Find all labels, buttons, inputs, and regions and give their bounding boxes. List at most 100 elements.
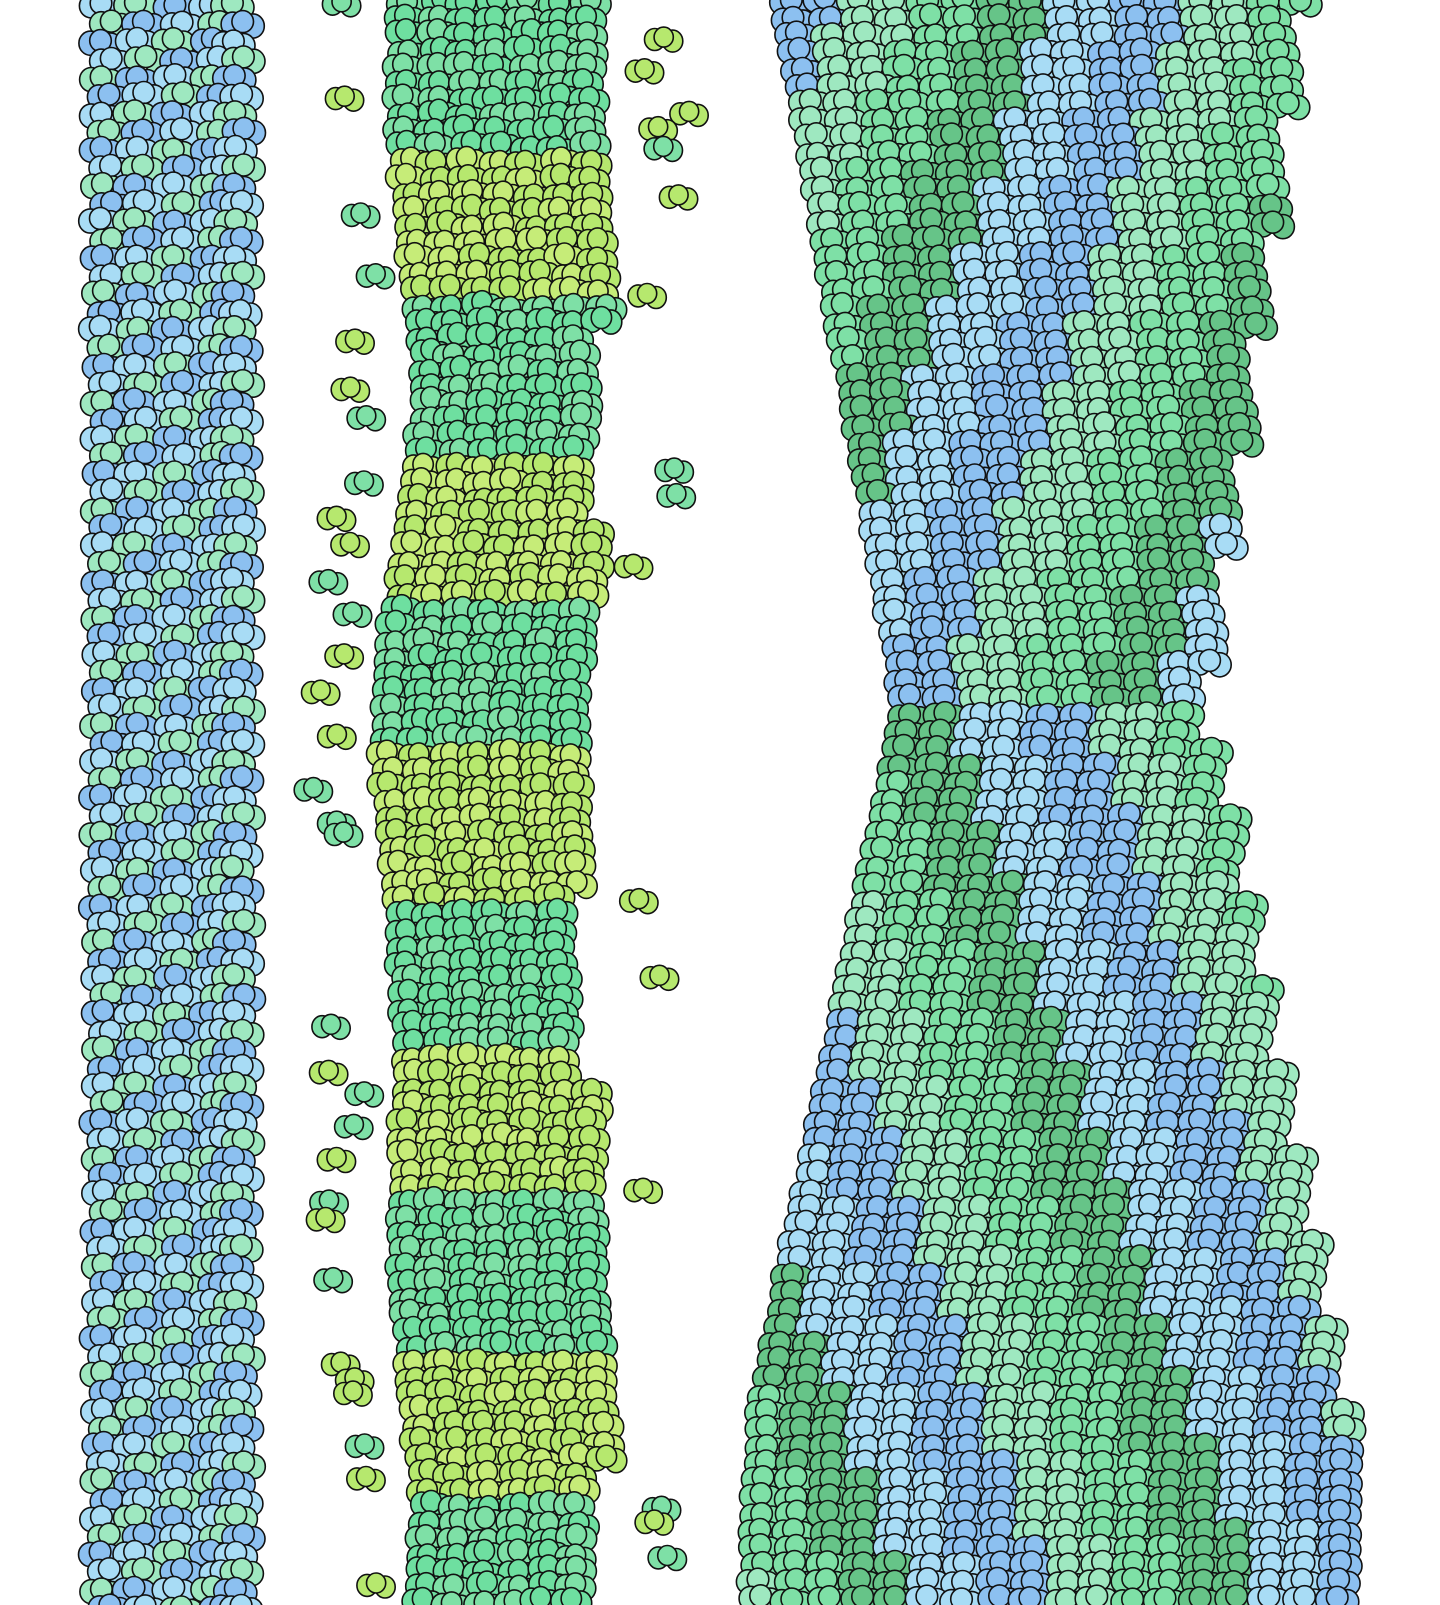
filament-subunit [123,927,147,952]
side-protein [665,482,687,505]
filament-subunit [592,1410,615,1435]
filament-subunit [232,908,256,933]
filament-subunit [132,872,156,897]
side-protein [365,262,387,285]
side-protein [342,1380,364,1402]
bundle-subunit [839,121,864,146]
side-protein [647,115,669,138]
side-protein [353,470,375,492]
filament-subunit [231,728,255,753]
filament-subunit [427,1058,450,1083]
filament-subunit [169,117,194,141]
bundle-subunit [951,190,975,215]
side-protein [310,679,332,702]
bundle-subunit [1176,513,1200,538]
filament-subunit [384,609,407,634]
filament-subunit [162,1575,186,1600]
filament-subunit [580,531,603,555]
bundle-subunit [882,597,906,622]
filament-subunit [450,849,473,874]
twisted-bundle-filament [735,0,1367,1605]
side-protein [653,26,675,48]
side-protein [343,1113,365,1136]
bundle-subunit [787,36,811,61]
filament-subunit [558,658,581,682]
filament-subunit [97,333,121,358]
filament-subunit [518,1106,541,1131]
bundle-subunit [920,615,944,639]
side-protein [326,723,348,746]
filament-subunit [229,441,253,466]
side-protein [668,184,689,206]
filament-subunit [467,498,490,523]
bundle-subunit [1214,531,1238,556]
filament-subunit [525,498,548,523]
side-protein [678,100,700,123]
side-protein [634,58,655,80]
filament-subunit [222,675,246,700]
filament-subunit [507,1538,530,1562]
filament-subunit [169,693,193,717]
bundle-subunit [892,53,916,78]
thin-straight-filament [77,0,267,1605]
filament-subunit [230,764,254,789]
bundle-subunit [941,342,966,367]
filament-subunit [411,1586,434,1605]
filament-subunit [220,854,244,879]
filament-subunit [91,998,115,1023]
bundle-subunit [922,224,946,249]
filament-subunit [413,834,436,858]
filament-subunit [458,1073,481,1098]
bundle-subunit [1230,428,1254,453]
filament-subunit [562,434,585,459]
filament-subunit [595,1444,618,1468]
bundle-subunit [1031,53,1055,78]
filament-subunit [133,549,157,574]
filament-subunit [100,1088,124,1113]
filament-subunit [400,529,423,554]
filament-subunit [529,1585,552,1605]
filament-subunit [525,225,548,250]
filament-subunit [396,1138,419,1163]
filament-subunit [97,1557,121,1581]
side-protein [326,1146,347,1169]
bundle-subunit [894,444,919,469]
filament-subunit [403,241,426,266]
filament-subunit [161,26,185,51]
filament-subunit [467,754,490,779]
filament-subunit [125,495,149,520]
filament-subunit [97,549,121,574]
filament-subunit [231,368,255,393]
filament-subunit [131,260,155,285]
filament-subunit [131,332,155,357]
bundle-subunit [1211,121,1235,146]
bundle-subunit [891,223,915,248]
side-protein [342,601,363,624]
filament-subunit [498,275,521,299]
filament-subunit [560,1586,583,1605]
bundle-subunit [918,2,943,27]
filament-subunit [574,1169,597,1194]
filament-subunit [482,1202,505,1226]
side-protein [339,531,361,554]
filament-subunit [163,963,187,987]
filament-subunit [88,206,112,231]
filament-subunit [438,786,461,810]
bundle-subunit [922,427,947,452]
bundle-subunit [939,122,964,146]
side-protein [339,376,361,399]
side-protein [663,457,685,479]
filament-subunit [395,1106,418,1131]
filament-subunit [221,962,246,987]
filament-subunit [162,603,186,628]
bundle-subunit [1237,275,1261,299]
filament-subunit [231,584,255,609]
filament-subunit [125,1106,149,1131]
bundle-subunit [1196,240,1221,265]
filament-subunit [565,1522,588,1547]
side-protein [355,404,377,427]
side-protein [628,887,650,910]
filament-subunit [475,321,498,346]
